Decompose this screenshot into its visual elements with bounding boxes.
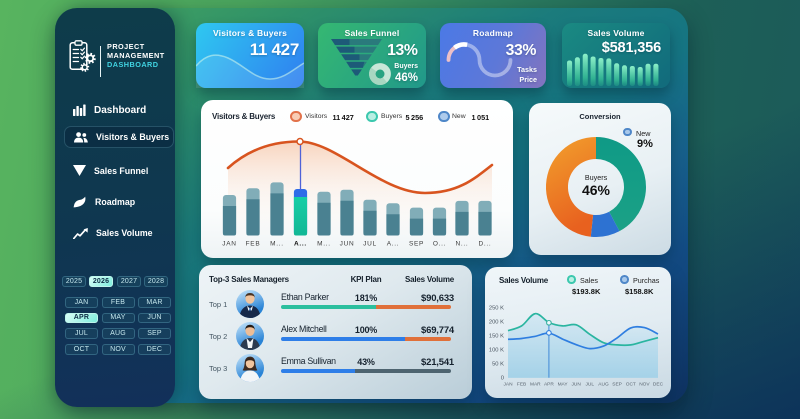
svg-text:AUG: AUG <box>598 382 609 388</box>
svg-text:A...: A... <box>387 241 400 248</box>
svg-text:N...: N... <box>456 241 469 248</box>
svg-text:FEB: FEB <box>517 382 526 388</box>
svg-text:FEB: FEB <box>246 241 261 248</box>
svg-text:OCT: OCT <box>626 382 636 388</box>
svg-text:M...: M... <box>317 241 331 248</box>
svg-text:JUN: JUN <box>572 382 582 388</box>
svg-text:JUL: JUL <box>363 241 377 248</box>
svg-text:250 K: 250 K <box>489 306 504 312</box>
svg-text:JUN: JUN <box>340 241 355 248</box>
svg-text:MAR: MAR <box>530 382 541 388</box>
svg-text:150 K: 150 K <box>489 334 504 340</box>
svg-text:0: 0 <box>501 376 504 382</box>
svg-text:200 K: 200 K <box>489 320 504 326</box>
svg-text:APR: APR <box>544 382 554 388</box>
svg-text:MAY: MAY <box>558 382 569 388</box>
svg-text:O...: O... <box>433 241 446 248</box>
svg-text:M...: M... <box>270 241 284 248</box>
svg-text:SEP: SEP <box>612 382 622 388</box>
svg-text:JAN: JAN <box>503 382 513 388</box>
svg-text:SEP: SEP <box>409 241 424 248</box>
svg-text:50 K: 50 K <box>492 362 504 368</box>
svg-text:A...: A... <box>294 241 307 248</box>
svg-text:NOV: NOV <box>639 382 650 388</box>
svg-text:JAN: JAN <box>222 241 236 248</box>
svg-text:DEC: DEC <box>653 382 664 388</box>
svg-text:100 K: 100 K <box>489 348 504 354</box>
svg-text:D...: D... <box>479 241 492 248</box>
svg-text:JUL: JUL <box>586 382 595 388</box>
